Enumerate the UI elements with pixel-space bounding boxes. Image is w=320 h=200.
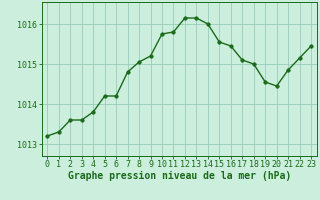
X-axis label: Graphe pression niveau de la mer (hPa): Graphe pression niveau de la mer (hPa) bbox=[68, 171, 291, 181]
